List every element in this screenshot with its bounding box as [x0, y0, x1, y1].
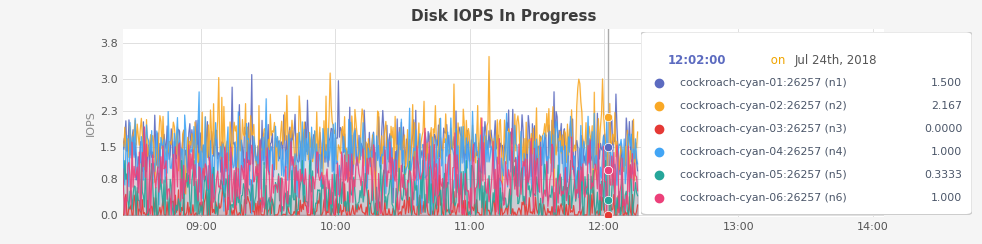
- Text: cockroach-cyan-06:26257 (n6): cockroach-cyan-06:26257 (n6): [681, 193, 847, 203]
- FancyBboxPatch shape: [640, 32, 972, 215]
- Text: 1.500: 1.500: [931, 78, 962, 88]
- Text: 12:02:00: 12:02:00: [667, 54, 726, 67]
- Text: 0.0000: 0.0000: [924, 124, 962, 134]
- Text: 1.000: 1.000: [931, 193, 962, 203]
- Text: on: on: [767, 54, 789, 67]
- Text: Jul 24th, 2018: Jul 24th, 2018: [794, 54, 877, 67]
- Y-axis label: IOPS: IOPS: [86, 110, 96, 136]
- Title: Disk IOPS In Progress: Disk IOPS In Progress: [410, 9, 596, 24]
- Text: cockroach-cyan-04:26257 (n4): cockroach-cyan-04:26257 (n4): [681, 147, 847, 157]
- Text: 1.000: 1.000: [931, 147, 962, 157]
- Text: cockroach-cyan-02:26257 (n2): cockroach-cyan-02:26257 (n2): [681, 101, 847, 111]
- Text: 0.3333: 0.3333: [924, 170, 962, 180]
- Text: cockroach-cyan-05:26257 (n5): cockroach-cyan-05:26257 (n5): [681, 170, 847, 180]
- Text: cockroach-cyan-01:26257 (n1): cockroach-cyan-01:26257 (n1): [681, 78, 847, 88]
- Text: cockroach-cyan-03:26257 (n3): cockroach-cyan-03:26257 (n3): [681, 124, 847, 134]
- Text: 2.167: 2.167: [931, 101, 962, 111]
